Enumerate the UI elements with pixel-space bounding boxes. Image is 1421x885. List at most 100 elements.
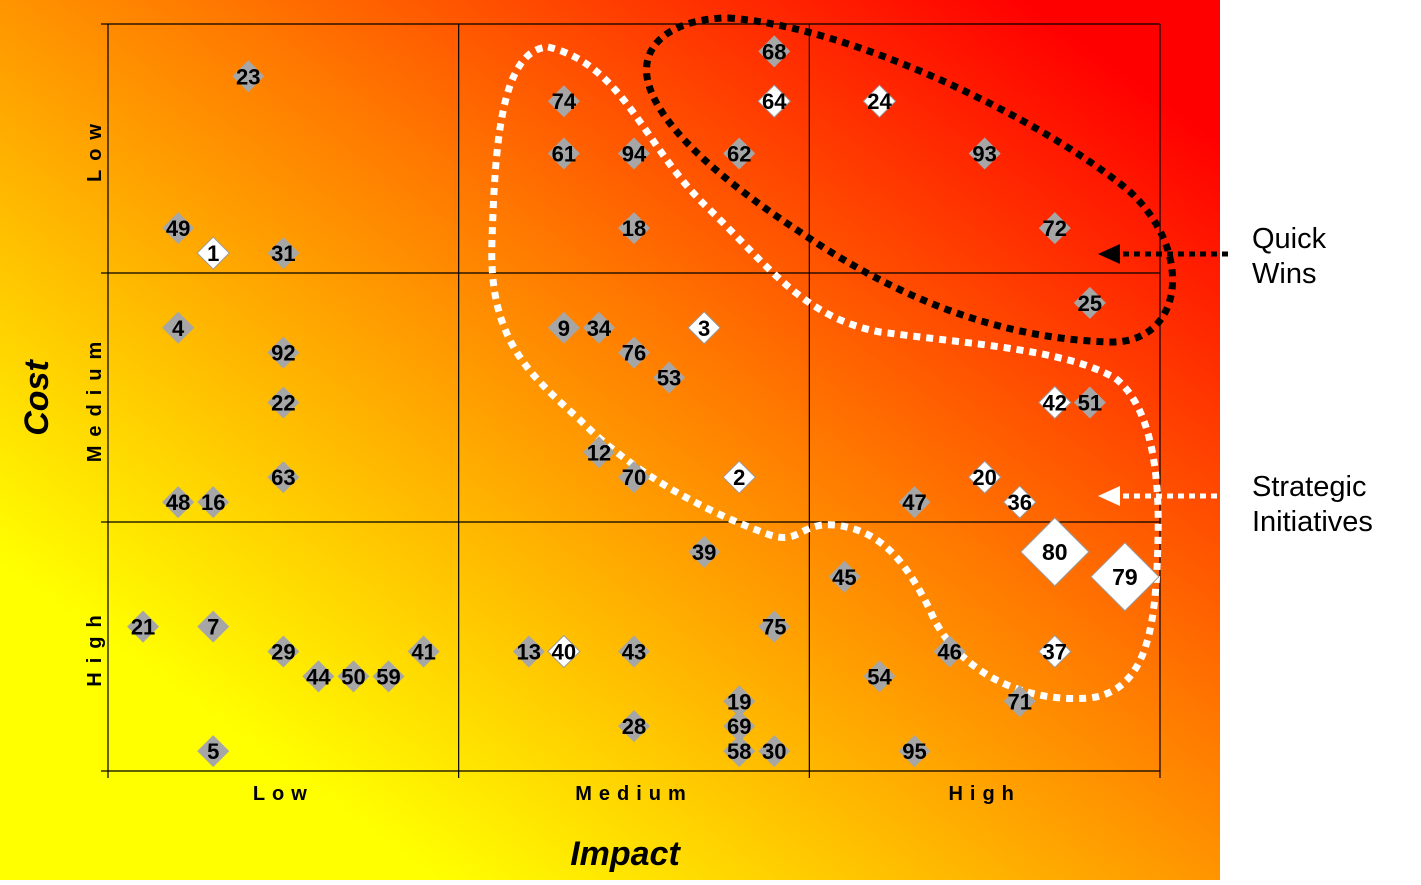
point-label-36: 36 <box>1007 490 1031 515</box>
quick-wins-label: Quick Wins <box>1252 222 1326 292</box>
point-label-53: 53 <box>657 366 681 391</box>
data-point-62: 62 <box>723 137 756 170</box>
point-label-25: 25 <box>1078 291 1102 316</box>
point-label-76: 76 <box>622 341 646 366</box>
point-label-75: 75 <box>762 615 786 640</box>
point-label-24: 24 <box>867 89 892 114</box>
strategic-label-line-1: Strategic <box>1252 471 1367 503</box>
point-label-39: 39 <box>692 540 716 565</box>
data-point-46: 46 <box>933 635 966 668</box>
point-marker-62 <box>723 137 756 170</box>
point-marker-20 <box>967 460 1002 494</box>
data-point-16: 16 <box>197 486 230 519</box>
data-point-94: 94 <box>618 137 650 170</box>
data-point-68: 68 <box>758 35 791 68</box>
data-point-48: 48 <box>162 486 195 519</box>
point-marker-43 <box>618 635 650 668</box>
data-point-34: 34 <box>582 311 615 344</box>
point-label-3: 3 <box>698 316 710 341</box>
data-point-50: 50 <box>337 660 370 693</box>
point-label-42: 42 <box>1043 390 1067 415</box>
point-label-19: 19 <box>727 689 751 714</box>
point-marker-51 <box>1073 386 1106 419</box>
point-label-22: 22 <box>271 390 295 415</box>
data-point-42: 42 <box>1038 385 1072 420</box>
point-marker-19 <box>723 685 756 718</box>
point-marker-2 <box>722 460 756 494</box>
data-point-18: 18 <box>618 212 650 245</box>
point-marker-23 <box>232 60 265 93</box>
point-label-21: 21 <box>131 615 155 640</box>
point-label-48: 48 <box>166 490 190 515</box>
point-marker-71 <box>1003 685 1036 718</box>
point-marker-47 <box>898 486 931 519</box>
point-label-31: 31 <box>271 241 295 266</box>
point-marker-76 <box>618 336 650 369</box>
point-label-80: 80 <box>1042 539 1068 565</box>
point-marker-95 <box>898 735 931 768</box>
point-label-47: 47 <box>902 490 926 515</box>
strategic-arrow-head <box>1098 486 1120 506</box>
data-point-80: 80 <box>1020 517 1090 587</box>
point-marker-25 <box>1073 286 1106 319</box>
annotation-loops <box>488 14 1176 703</box>
point-label-7: 7 <box>207 615 219 640</box>
y-tick-label-medium: Medium <box>84 333 106 463</box>
point-marker-3 <box>687 311 721 345</box>
point-marker-45 <box>828 560 861 593</box>
data-point-1: 1 <box>196 236 230 270</box>
data-point-43: 43 <box>618 635 650 668</box>
point-marker-49 <box>162 212 195 245</box>
point-marker-41 <box>407 635 440 668</box>
point-label-1: 1 <box>207 241 219 266</box>
point-label-72: 72 <box>1043 216 1067 241</box>
point-label-54: 54 <box>867 664 892 689</box>
point-marker-68 <box>758 35 791 68</box>
point-label-63: 63 <box>271 465 295 490</box>
point-label-58: 58 <box>727 739 751 764</box>
point-label-92: 92 <box>271 341 295 366</box>
point-marker-79 <box>1090 542 1160 612</box>
data-point-24: 24 <box>862 84 897 118</box>
point-label-79: 79 <box>1112 564 1138 590</box>
data-point-44: 44 <box>302 660 335 693</box>
point-marker-16 <box>197 486 230 519</box>
data-point-37: 37 <box>1038 634 1072 669</box>
point-marker-34 <box>582 311 615 344</box>
data-point-93: 93 <box>968 137 1001 170</box>
point-label-49: 49 <box>166 216 190 241</box>
point-marker-54 <box>863 660 896 693</box>
data-point-47: 47 <box>898 486 931 519</box>
point-marker-18 <box>618 212 650 245</box>
point-marker-22 <box>267 386 300 419</box>
point-label-23: 23 <box>236 64 260 89</box>
data-point-45: 45 <box>828 560 861 593</box>
x-tick-label-low: Low <box>253 783 314 805</box>
point-marker-61 <box>547 137 580 170</box>
point-marker-46 <box>933 635 966 668</box>
data-point-59: 59 <box>372 660 405 693</box>
strategic-initiatives-loop <box>488 43 1162 703</box>
data-point-40: 40 <box>547 634 581 669</box>
y-axis-title: Cost <box>18 359 56 436</box>
point-label-69: 69 <box>727 714 751 739</box>
point-marker-4 <box>162 311 195 344</box>
point-label-4: 4 <box>172 316 185 341</box>
point-marker-72 <box>1038 212 1071 245</box>
point-label-37: 37 <box>1043 639 1067 664</box>
point-marker-48 <box>162 486 195 519</box>
data-point-21: 21 <box>127 610 160 643</box>
data-point-5: 5 <box>197 735 230 768</box>
data-point-54: 54 <box>863 660 896 693</box>
point-label-64: 64 <box>762 89 787 114</box>
chart-background <box>0 0 1220 880</box>
data-point-69: 69 <box>723 710 756 743</box>
point-marker-21 <box>127 610 160 643</box>
point-label-43: 43 <box>622 639 646 664</box>
point-marker-80 <box>1020 517 1090 587</box>
point-label-71: 71 <box>1007 689 1031 714</box>
data-point-53: 53 <box>653 361 686 394</box>
x-tick-label-high: High <box>948 783 1020 805</box>
data-point-79: 79 <box>1090 542 1160 612</box>
